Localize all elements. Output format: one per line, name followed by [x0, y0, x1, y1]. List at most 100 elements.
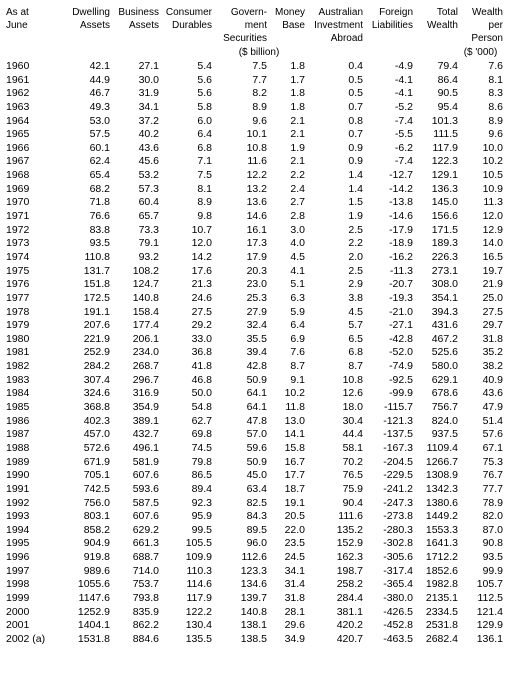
col-header: Consumer	[159, 6, 212, 19]
value-cell: 34.1	[110, 101, 159, 115]
value-cell: 6.4	[267, 319, 305, 333]
col-header: Govern-	[212, 6, 267, 19]
value-cell: 78.9	[458, 497, 503, 511]
table-header: As atDwellingBusinessConsumerGovern-Mone…	[6, 6, 503, 60]
value-cell: 25.0	[458, 292, 503, 306]
value-cell: 1982.8	[413, 578, 458, 592]
value-cell: 7.7	[212, 74, 267, 88]
value-cell: -380.0	[363, 592, 413, 606]
value-cell: 50.9	[212, 374, 267, 388]
year-cell: 1998	[6, 578, 60, 592]
value-cell: 37.2	[110, 115, 159, 129]
table-row: 1982284.2268.741.842.88.78.7-74.9580.038…	[6, 360, 503, 374]
year-cell: 1969	[6, 183, 60, 197]
value-cell: 678.6	[413, 387, 458, 401]
year-cell: 1960	[6, 60, 60, 74]
value-cell: 0.9	[305, 142, 363, 156]
table-row: 1995904.9661.3105.596.023.5152.9-302.816…	[6, 537, 503, 551]
value-cell: 8.7	[267, 360, 305, 374]
col-header: Base	[267, 19, 305, 32]
value-cell: -6.2	[363, 142, 413, 156]
value-cell: 172.5	[60, 292, 110, 306]
year-cell: 1979	[6, 319, 60, 333]
value-cell: 59.6	[212, 442, 267, 456]
value-cell: 124.7	[110, 278, 159, 292]
value-cell: 12.2	[212, 169, 267, 183]
year-cell: 1967	[6, 155, 60, 169]
value-cell: 8.9	[159, 196, 212, 210]
value-cell: 90.5	[413, 87, 458, 101]
value-cell: 22.0	[267, 524, 305, 538]
value-cell: 8.9	[212, 101, 267, 115]
value-cell: 354.9	[110, 401, 159, 415]
value-cell: 884.6	[110, 633, 159, 647]
value-cell: 83.8	[60, 224, 110, 238]
year-cell: 1970	[6, 196, 60, 210]
value-cell: 420.7	[305, 633, 363, 647]
value-cell: 1.8	[267, 60, 305, 74]
value-cell: 17.7	[267, 469, 305, 483]
year-cell: 1961	[6, 74, 60, 88]
value-cell: 89.5	[212, 524, 267, 538]
value-cell: 19.7	[458, 265, 503, 279]
value-cell: -280.3	[363, 524, 413, 538]
value-cell: 394.3	[413, 306, 458, 320]
value-cell: 140.8	[110, 292, 159, 306]
value-cell: -11.3	[363, 265, 413, 279]
value-cell: 31.4	[267, 578, 305, 592]
value-cell: 79.1	[110, 237, 159, 251]
year-cell: 1971	[6, 210, 60, 224]
value-cell: 24.6	[159, 292, 212, 306]
value-cell: 1712.2	[413, 551, 458, 565]
value-cell: -14.6	[363, 210, 413, 224]
value-cell: 28.1	[267, 606, 305, 620]
value-cell: 82.0	[458, 510, 503, 524]
year-cell: 1963	[6, 101, 60, 115]
value-cell: -19.3	[363, 292, 413, 306]
value-cell: -115.7	[363, 401, 413, 415]
table-row: 1981252.9234.036.839.47.66.8-52.0525.635…	[6, 346, 503, 360]
col-header: per	[458, 19, 503, 32]
year-cell: 1989	[6, 456, 60, 470]
value-cell: 252.9	[60, 346, 110, 360]
value-cell: 207.6	[60, 319, 110, 333]
table-row: 196349.334.15.88.91.80.7-5.295.48.6	[6, 101, 503, 115]
year-cell: 1999	[6, 592, 60, 606]
value-cell: 17.3	[212, 237, 267, 251]
value-cell: 1531.8	[60, 633, 110, 647]
value-cell: 101.3	[413, 115, 458, 129]
value-cell: 110.8	[60, 251, 110, 265]
col-header: Wealth	[458, 6, 503, 19]
value-cell: 99.5	[159, 524, 212, 538]
value-cell: 130.4	[159, 619, 212, 633]
value-cell: 756.7	[413, 401, 458, 415]
table-row: 1990705.1607.686.545.017.776.5-229.51308…	[6, 469, 503, 483]
value-cell: 27.5	[458, 306, 503, 320]
table-row: 1975131.7108.217.620.34.12.5-11.3273.119…	[6, 265, 503, 279]
value-cell: 2.9	[305, 278, 363, 292]
value-cell: 858.2	[60, 524, 110, 538]
value-cell: 1.4	[305, 169, 363, 183]
value-cell: 11.6	[212, 155, 267, 169]
col-header	[60, 32, 110, 45]
value-cell: 705.1	[60, 469, 110, 483]
value-cell: 76.5	[305, 469, 363, 483]
value-cell: 4.1	[267, 265, 305, 279]
value-cell: 1.8	[267, 87, 305, 101]
year-cell: 1973	[6, 237, 60, 251]
value-cell: 93.2	[110, 251, 159, 265]
value-cell: 835.9	[110, 606, 159, 620]
value-cell: 131.7	[60, 265, 110, 279]
table-row: 1976151.8124.721.323.05.12.9-20.7308.021…	[6, 278, 503, 292]
value-cell: 43.6	[110, 142, 159, 156]
year-cell: 1962	[6, 87, 60, 101]
value-cell: 661.3	[110, 537, 159, 551]
value-cell: 919.8	[60, 551, 110, 565]
col-header: Investment	[305, 19, 363, 32]
table-row: 196660.143.66.810.81.90.9-6.2117.910.0	[6, 142, 503, 156]
value-cell: 105.5	[159, 537, 212, 551]
value-cell: 10.9	[458, 183, 503, 197]
value-cell: 9.6	[458, 128, 503, 142]
table-row: 1978191.1158.427.527.95.94.5-21.0394.327…	[6, 306, 503, 320]
value-cell: 18.0	[305, 401, 363, 415]
